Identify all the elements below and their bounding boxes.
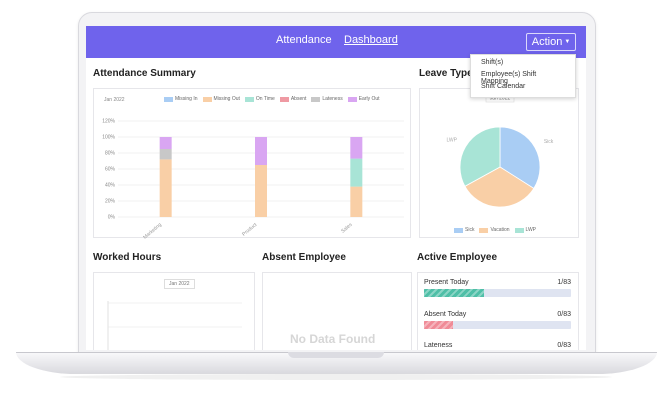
legend-label: On Time [255, 96, 275, 102]
worked-hours-card: Jan 2022 [93, 272, 255, 350]
y-tick-label: 0% [108, 215, 116, 221]
worked-hours-title: Worked Hours [93, 252, 162, 263]
legend-item: Lateness [311, 96, 343, 102]
leave-type-title: Leave Type [419, 68, 473, 79]
progress-fill [424, 289, 485, 297]
legend-label: Lateness [322, 96, 343, 102]
legend-swatch [347, 96, 357, 102]
y-tick-label: 40% [105, 183, 116, 189]
attendance-legend: Missing In Missing Out On Time Absent Latene… [164, 96, 380, 102]
worked-hours-period: Jan 2022 [164, 279, 195, 289]
row-count: 1/83 [557, 279, 571, 286]
active-employee-title: Active Employee [417, 252, 498, 263]
legend-swatch [311, 96, 321, 102]
legend-label: Missing In [175, 96, 198, 102]
x-tick-label: Product [241, 222, 259, 238]
legend-item: Missing Out [202, 96, 240, 102]
active-employee-card [417, 272, 579, 350]
legend-label: Absent [290, 96, 307, 102]
top-nav: Attendance Dashboard Action ▼ [86, 26, 586, 58]
y-tick-label: 120% [102, 119, 115, 125]
leave-type-card: Sick LWP Jan 2022 Sick Vacation LWP [419, 88, 579, 238]
legend-item: Missing In [164, 96, 198, 102]
legend-label: Sick [465, 227, 475, 233]
menu-item-shifts[interactable]: Shift(s) [481, 59, 504, 66]
bar-segment [159, 159, 172, 217]
legend-item: LWP [514, 227, 537, 233]
x-tick-label: Sales [340, 222, 354, 235]
leave-legend: Sick Vacation LWP [454, 227, 536, 233]
legend-swatch [279, 96, 289, 102]
laptop-shadow [60, 374, 612, 380]
progress-track [424, 289, 571, 297]
bar-segment [159, 137, 172, 149]
legend-item: On Time [244, 96, 275, 102]
legend-swatch [202, 96, 212, 102]
bar-segment [255, 137, 267, 165]
absent-employee-title: Absent Employee [262, 252, 346, 263]
row-label: Lateness [424, 342, 453, 349]
y-tick-label: 60% [105, 167, 116, 173]
bar-segment [159, 149, 172, 160]
caret-down-icon: ▼ [564, 39, 571, 45]
x-tick-label: Marketing [142, 222, 163, 239]
app-screen: Attendance Dashboard Action ▼ Attendance… [86, 26, 586, 350]
nav-attendance[interactable]: Attendance [276, 34, 332, 46]
row-label: Absent Today [424, 311, 467, 318]
menu-item-shift-calendar[interactable]: Shift Calendar [481, 83, 526, 90]
legend-swatch [514, 227, 524, 233]
row-count: 0/83 [557, 342, 571, 349]
legend-label: Early Out [358, 96, 380, 102]
worked-hours-chart [107, 301, 242, 350]
progress-track [424, 321, 571, 329]
attendance-chart: 0% 20% 40% 60% 80% 100% 120% Marketing Product Sa… [102, 119, 404, 239]
nav-dashboard[interactable]: Dashboard [344, 34, 398, 46]
pie-slice [459, 126, 501, 187]
slice-label: LWP [446, 138, 457, 144]
y-tick-label: 100% [102, 135, 115, 141]
period-label: Jan 2022 [104, 97, 125, 103]
legend-swatch [244, 96, 254, 102]
attendance-summary-title: Attendance Summary [93, 68, 196, 79]
menu-item-shift-mapping[interactable]: Employee(s) Shift Mapping [481, 71, 537, 85]
bar-segment [255, 165, 267, 217]
bar-segment [350, 158, 363, 187]
bar-segment [350, 137, 363, 159]
action-dropdown: Shift(s) Employee(s) Shift Mapping Shift… [470, 54, 576, 98]
laptop-notch [288, 352, 384, 358]
absent-employee-card [262, 272, 412, 350]
legend-item: Absent [279, 96, 307, 102]
y-tick-label: 80% [105, 151, 116, 157]
action-label: Action [531, 36, 563, 48]
leave-type-chart: Sick LWP Jan 2022 [446, 92, 554, 208]
legend-item: Vacation [479, 227, 510, 233]
bar-segment [350, 186, 363, 217]
y-tick-label: 20% [105, 199, 116, 205]
legend-swatch [479, 227, 489, 233]
no-data-message: No Data Found [290, 332, 376, 346]
legend-swatch [164, 96, 173, 102]
row-count: 0/83 [557, 311, 571, 318]
progress-fill [424, 321, 454, 329]
slice-label: Sick [544, 139, 554, 145]
leave-type-period: Jan 2022 [490, 96, 511, 102]
attendance-summary-card: Jan 2022 Missing In Missing Out On Time Abs… [93, 88, 411, 239]
legend-label: Vacation [490, 227, 510, 233]
row-label: Present Today [424, 279, 469, 286]
legend-item: Early Out [347, 96, 380, 102]
legend-swatch [454, 227, 463, 233]
action-button[interactable]: Action ▼ [526, 33, 576, 51]
legend-label: Missing Out [213, 96, 240, 102]
legend-item: Sick [454, 227, 474, 233]
legend-label: LWP [525, 227, 537, 233]
